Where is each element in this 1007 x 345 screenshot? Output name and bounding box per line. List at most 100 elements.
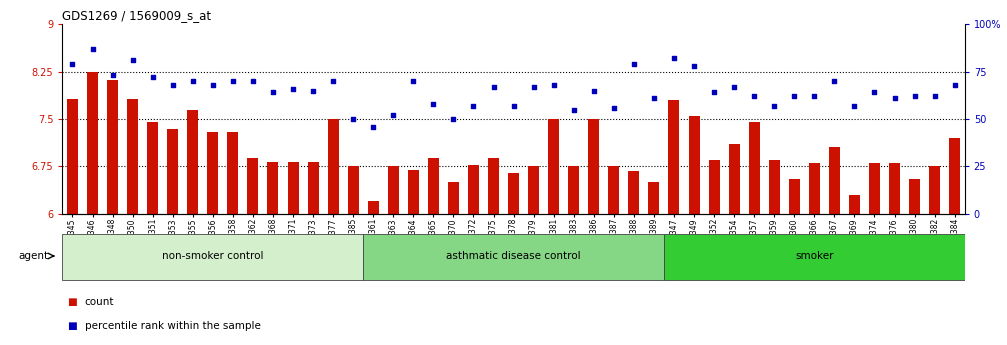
- Point: [366, 124, 382, 129]
- Point: [386, 112, 402, 118]
- Text: ■: ■: [67, 321, 78, 331]
- Bar: [428, 158, 439, 214]
- Bar: [207, 132, 219, 214]
- Point: [425, 101, 441, 107]
- Text: percentile rank within the sample: percentile rank within the sample: [85, 321, 261, 331]
- Point: [625, 61, 641, 67]
- Bar: [62, 234, 364, 280]
- Bar: [87, 71, 98, 214]
- Point: [485, 84, 501, 89]
- Point: [947, 82, 963, 88]
- Point: [85, 46, 101, 51]
- Point: [245, 78, 261, 84]
- Point: [846, 103, 862, 108]
- Point: [566, 107, 582, 112]
- Bar: [869, 163, 880, 214]
- Point: [606, 105, 622, 110]
- Bar: [388, 167, 399, 214]
- Point: [145, 75, 161, 80]
- Bar: [849, 195, 860, 214]
- Point: [445, 116, 461, 122]
- Bar: [588, 119, 599, 214]
- Bar: [187, 109, 198, 214]
- Bar: [568, 167, 579, 214]
- Point: [184, 78, 200, 84]
- Point: [64, 61, 81, 67]
- Text: count: count: [85, 297, 114, 307]
- Point: [125, 57, 141, 63]
- Point: [686, 63, 702, 69]
- Point: [546, 82, 562, 88]
- Point: [325, 78, 341, 84]
- Bar: [608, 167, 619, 214]
- Bar: [127, 99, 138, 214]
- Point: [265, 90, 281, 95]
- Bar: [788, 179, 800, 214]
- Bar: [107, 80, 118, 214]
- Point: [526, 84, 542, 89]
- Point: [165, 82, 181, 88]
- Text: agent: agent: [19, 251, 49, 261]
- Bar: [748, 122, 759, 214]
- Point: [645, 95, 662, 101]
- Bar: [649, 182, 660, 214]
- Bar: [147, 122, 158, 214]
- Bar: [368, 201, 379, 214]
- Bar: [829, 148, 840, 214]
- Point: [906, 93, 922, 99]
- Bar: [288, 162, 298, 214]
- Point: [225, 78, 241, 84]
- Bar: [889, 163, 900, 214]
- Text: ■: ■: [67, 297, 78, 307]
- Point: [666, 56, 682, 61]
- Bar: [307, 162, 318, 214]
- Bar: [768, 160, 779, 214]
- Bar: [528, 167, 539, 214]
- Point: [866, 90, 882, 95]
- Bar: [809, 163, 820, 214]
- Point: [886, 95, 902, 101]
- Point: [285, 86, 301, 91]
- Point: [706, 90, 722, 95]
- Bar: [950, 138, 961, 214]
- Bar: [548, 119, 559, 214]
- Bar: [364, 234, 664, 280]
- Bar: [408, 170, 419, 214]
- Bar: [488, 158, 499, 214]
- Point: [405, 78, 421, 84]
- Point: [926, 93, 943, 99]
- Bar: [347, 167, 358, 214]
- Text: non-smoker control: non-smoker control: [162, 251, 264, 261]
- Point: [305, 88, 321, 93]
- Bar: [327, 119, 338, 214]
- Bar: [268, 162, 279, 214]
- Bar: [448, 182, 459, 214]
- Bar: [729, 144, 739, 214]
- Point: [807, 93, 823, 99]
- Bar: [929, 167, 941, 214]
- Bar: [628, 171, 639, 214]
- Point: [827, 78, 843, 84]
- Bar: [669, 100, 680, 214]
- Point: [465, 103, 481, 108]
- Bar: [167, 129, 178, 214]
- Bar: [468, 165, 479, 214]
- Text: GDS1269 / 1569009_s_at: GDS1269 / 1569009_s_at: [62, 9, 211, 22]
- Bar: [909, 179, 920, 214]
- Bar: [689, 116, 700, 214]
- Bar: [664, 234, 965, 280]
- Bar: [228, 132, 239, 214]
- Point: [586, 88, 602, 93]
- Bar: [248, 158, 259, 214]
- Point: [345, 116, 362, 122]
- Point: [766, 103, 782, 108]
- Bar: [709, 160, 720, 214]
- Point: [746, 93, 762, 99]
- Point: [506, 103, 522, 108]
- Point: [726, 84, 742, 89]
- Bar: [66, 99, 78, 214]
- Bar: [509, 173, 519, 214]
- Text: asthmatic disease control: asthmatic disease control: [446, 251, 581, 261]
- Point: [105, 72, 121, 78]
- Text: smoker: smoker: [796, 251, 834, 261]
